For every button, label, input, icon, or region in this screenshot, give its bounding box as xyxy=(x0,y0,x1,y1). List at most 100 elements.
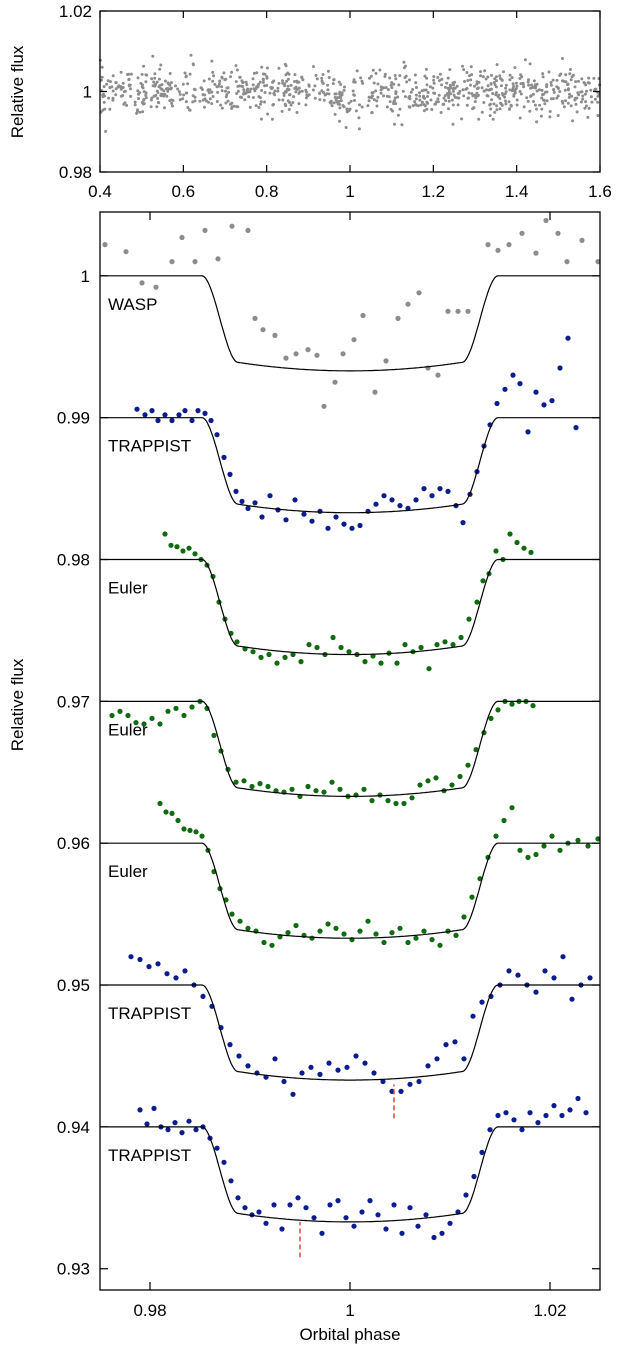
top-data-point xyxy=(191,100,195,104)
lightcurve-data-point xyxy=(343,1215,349,1221)
top-data-point xyxy=(158,67,162,71)
top-data-point xyxy=(473,100,477,104)
top-data-point xyxy=(514,87,518,91)
top-data-point xyxy=(541,72,545,76)
lightcurve-data-point xyxy=(533,250,539,256)
top-data-point xyxy=(149,105,153,109)
bottom-x-tick-label: 0.98 xyxy=(133,1301,166,1320)
top-data-point xyxy=(318,91,322,95)
top-data-point xyxy=(394,90,398,94)
top-data-point xyxy=(301,78,305,82)
top-data-point xyxy=(425,107,429,111)
lightcurve-data-point xyxy=(405,939,411,946)
lightcurve-data-point xyxy=(195,408,201,414)
top-data-point xyxy=(101,95,105,99)
top-data-point xyxy=(392,102,396,106)
top-data-point xyxy=(126,73,129,76)
top-data-point xyxy=(192,87,196,91)
lightcurve-data-point xyxy=(282,654,288,661)
top-data-point xyxy=(396,95,400,99)
lightcurve-data-point xyxy=(450,642,456,648)
top-data-point xyxy=(247,95,251,99)
top-data-point xyxy=(287,108,291,111)
top-data-point xyxy=(294,90,298,94)
lightcurve-data-point xyxy=(383,358,389,364)
top-data-point xyxy=(381,86,385,90)
lightcurve-data-point xyxy=(506,242,512,248)
top-data-point xyxy=(271,86,274,90)
top-data-point xyxy=(495,104,499,108)
top-data-point xyxy=(213,82,217,86)
top-data-point xyxy=(398,74,402,78)
lightcurve-data-point xyxy=(233,488,239,494)
top-data-point xyxy=(294,85,298,89)
lightcurve-data-point xyxy=(298,659,304,665)
lightcurve-data-point xyxy=(453,932,459,939)
lightcurve-data-point xyxy=(173,975,179,981)
lightcurve-data-point xyxy=(293,922,299,929)
top-data-point xyxy=(523,58,527,62)
lightcurve-data-point xyxy=(228,1178,234,1184)
lightcurve-data-point xyxy=(335,1198,341,1204)
lightcurve-data-point xyxy=(257,781,263,787)
top-data-point xyxy=(121,81,125,85)
lightcurve-data-point xyxy=(173,705,179,712)
bottom-y-tick-label: 0.99 xyxy=(57,409,90,428)
top-data-point xyxy=(379,88,383,92)
top-data-point xyxy=(508,73,512,77)
top-data-point xyxy=(498,97,502,100)
lightcurve-data-point xyxy=(407,1081,413,1087)
lightcurve-data-point xyxy=(245,1063,251,1069)
bottom-y-axis-label: Relative flux xyxy=(8,658,27,751)
top-data-point xyxy=(530,83,533,87)
top-data-point xyxy=(376,82,380,86)
top-data-point xyxy=(121,94,125,97)
top-data-point xyxy=(375,104,379,108)
top-data-point xyxy=(489,107,493,111)
top-data-point xyxy=(480,110,484,114)
top-data-point xyxy=(368,76,371,80)
top-data-point xyxy=(151,54,155,58)
top-data-point xyxy=(353,80,357,84)
lightcurve-data-point xyxy=(250,649,256,655)
transit-model-curve xyxy=(100,984,600,1081)
top-data-point xyxy=(100,65,104,69)
top-data-point xyxy=(469,65,473,69)
top-data-point xyxy=(295,80,299,84)
top-data-point xyxy=(456,103,460,107)
top-data-point xyxy=(293,73,297,77)
top-data-point xyxy=(160,83,164,87)
lightcurve-data-point xyxy=(200,993,206,1000)
lightcurve-data-point xyxy=(541,843,547,849)
top-data-point xyxy=(360,105,364,109)
lightcurve-data-point xyxy=(423,1212,429,1218)
lightcurve-data-point xyxy=(186,545,192,551)
lightcurve-data-point xyxy=(362,1060,368,1066)
lightcurve-data-point xyxy=(214,432,220,438)
top-data-point xyxy=(169,98,173,102)
lightcurve-data-point xyxy=(202,227,208,233)
top-data-point xyxy=(585,89,588,93)
top-data-point xyxy=(133,100,137,104)
top-data-point xyxy=(245,83,249,87)
top-data-point xyxy=(466,96,470,100)
lightcurve-data-point xyxy=(333,514,339,520)
lightcurve-data-point xyxy=(418,644,424,651)
lightcurve-data-point xyxy=(340,351,346,357)
top-data-point xyxy=(337,99,341,103)
top-data-point xyxy=(415,86,418,89)
top-data-point xyxy=(257,106,261,109)
lightcurve-data-point xyxy=(285,930,291,936)
top-data-point xyxy=(258,80,262,84)
top-data-point xyxy=(532,85,536,89)
lightcurve-data-point xyxy=(353,1053,359,1059)
top-data-point xyxy=(411,104,415,108)
top-data-point xyxy=(428,85,432,89)
top-data-point xyxy=(556,114,560,117)
top-data-point xyxy=(391,109,395,113)
top-data-point xyxy=(494,93,498,97)
lightcurve-data-point xyxy=(128,954,134,960)
lightcurve-data-point xyxy=(474,599,480,605)
top-data-point xyxy=(220,89,224,93)
top-data-point xyxy=(563,88,567,92)
